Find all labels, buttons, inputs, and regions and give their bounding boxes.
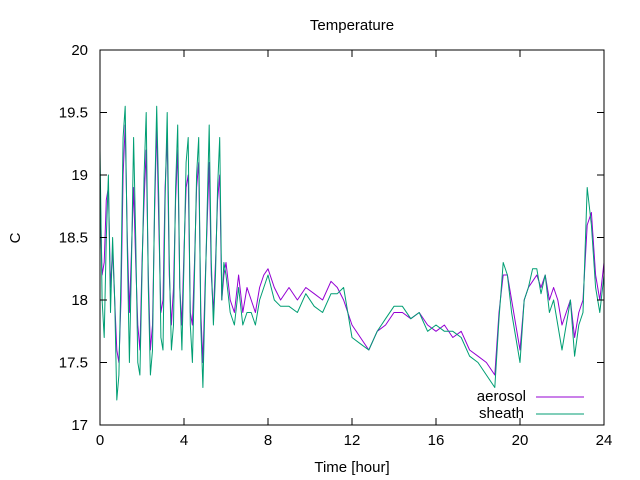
x-tick-label: 4 (180, 432, 188, 449)
y-axis-label: C (7, 232, 24, 243)
x-tick-label: 12 (344, 432, 361, 449)
y-tick-label: 18.5 (59, 230, 88, 247)
plot-frame (99, 49, 605, 426)
legend-label-aerosol: aerosol (477, 388, 526, 405)
y-tick-label: 18 (71, 292, 88, 309)
chart-title: Temperature (310, 17, 394, 34)
y-tick-label: 19.5 (59, 105, 88, 122)
y-tick-label: 17 (71, 417, 88, 434)
x-axis-label: Time [hour] (314, 459, 389, 476)
y-tick-label: 20 (71, 42, 88, 59)
x-tick-label: 16 (428, 432, 445, 449)
x-tick-label: 8 (264, 432, 272, 449)
series-line-sheath (99, 105, 605, 401)
legend: aerosol sheath (477, 388, 584, 422)
ticks-layer: 0 4 8 12 16 20 24 17 17.5 18 18.5 19 19.5 20 (59, 42, 613, 449)
y-tick-label: 17.5 (59, 355, 88, 372)
series-layer (99, 105, 605, 401)
legend-label-sheath: sheath (479, 405, 524, 422)
x-tick-label: 0 (96, 432, 104, 449)
x-tick-label: 20 (512, 432, 529, 449)
y-tick-label: 19 (71, 167, 88, 184)
x-tick-label: 24 (596, 432, 613, 449)
